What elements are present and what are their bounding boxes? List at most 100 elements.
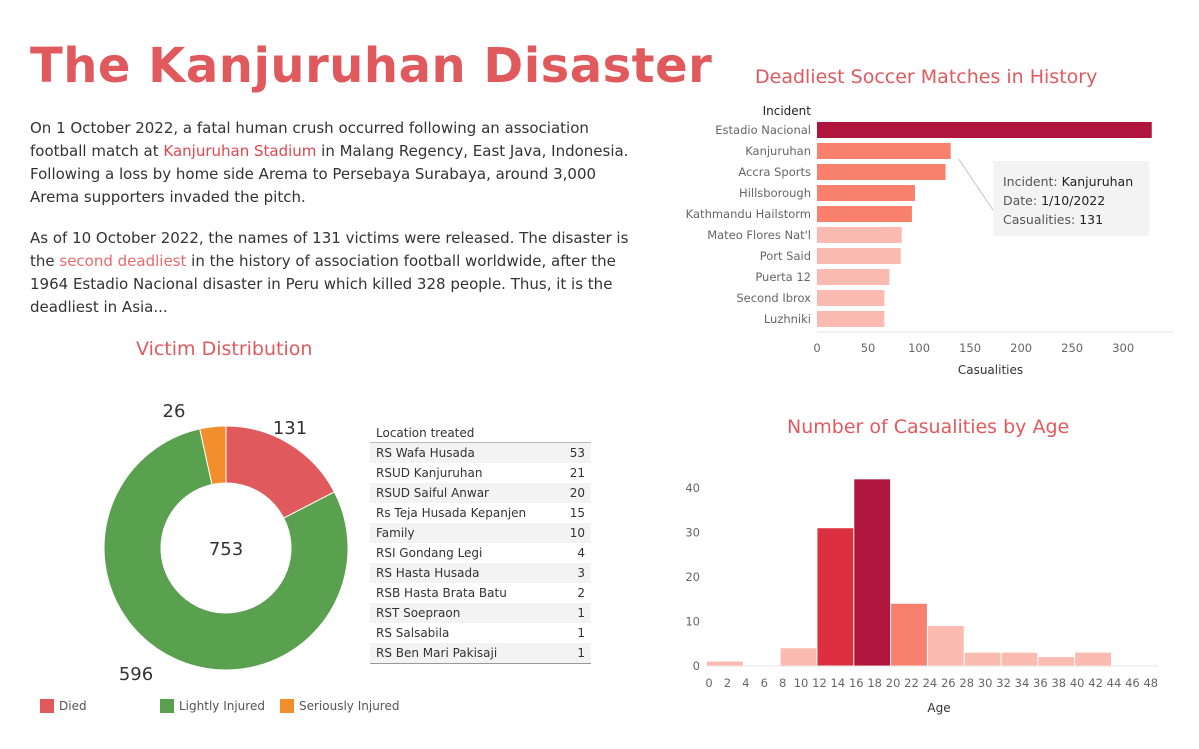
age-tick-label: 48 — [1143, 676, 1158, 690]
tooltip-incident-label: Incident: — [1003, 174, 1058, 189]
incident-bar[interactable] — [817, 311, 885, 327]
age-tick-label: 24 — [923, 676, 938, 690]
donut-slice-seriously-injured[interactable] — [199, 425, 227, 486]
incident-bar[interactable] — [817, 143, 951, 159]
age-bin-bar[interactable] — [891, 603, 927, 666]
table-row[interactable]: RSB Hasta Brata Batu 2 — [370, 583, 591, 603]
incident-bar[interactable] — [817, 290, 885, 306]
age-tick-label: 26 — [941, 676, 956, 690]
table-row[interactable]: RS Salsabila 1 — [370, 623, 591, 643]
location-name: RSUD Saiful Anwar — [376, 486, 489, 500]
y-tick-label: 20 — [685, 570, 700, 584]
location-count: 15 — [569, 506, 585, 520]
x-tick-label: 0 — [813, 341, 820, 355]
intro-text-start: On 1 October 2022, a fatal human crush o… — [30, 119, 589, 160]
deadliest-matches-title: Deadliest Soccer Matches in History — [755, 66, 1098, 88]
location-name: RSUD Kanjuruhan — [376, 466, 483, 480]
age-tick-label: 2 — [724, 676, 731, 690]
age-bin-bar[interactable] — [817, 528, 854, 666]
tooltip-date-label: Date: — [1003, 193, 1038, 208]
legend-label: Seriously Injured — [299, 699, 400, 713]
table-row[interactable]: Family 10 — [370, 523, 591, 543]
tooltip-incident-value: Kanjuruhan — [1061, 174, 1134, 189]
incident-bar[interactable] — [817, 164, 946, 180]
age-bin-bar[interactable] — [964, 652, 1001, 666]
incident-bar[interactable] — [817, 185, 915, 201]
table-row[interactable]: RS Hasta Husada 3 — [370, 563, 591, 583]
location-name: RS Hasta Husada — [376, 566, 480, 580]
age-bin-bar[interactable] — [780, 648, 817, 666]
table-row[interactable]: Rs Teja Husada Kepanjen 15 — [370, 503, 591, 523]
age-tick-label: 28 — [959, 676, 974, 690]
table-row[interactable]: RS Ben Mari Pakisaji 1 — [370, 643, 591, 663]
incident-bar[interactable] — [817, 206, 912, 222]
x-tick-label: 100 — [908, 341, 930, 355]
age-bin-bar[interactable] — [1038, 657, 1075, 666]
incident-bar[interactable] — [817, 248, 901, 264]
tooltip-casualities: Casualities: 131 — [1003, 210, 1139, 229]
table-row[interactable]: RST Soepraon 1 — [370, 603, 591, 623]
victim-distribution-donut: 131 596 26 753 — [103, 401, 349, 685]
legend-item-lightly-injured[interactable]: Lightly Injured — [160, 699, 265, 713]
incident-label: Hillsborough — [739, 186, 811, 200]
x-tick-label: 200 — [1010, 341, 1032, 355]
location-name: RS Salsabila — [376, 626, 450, 640]
tooltip-pointer — [958, 158, 994, 211]
y-tick-label: 10 — [685, 615, 700, 629]
table-row[interactable]: RSUD Kanjuruhan 21 — [370, 463, 591, 483]
incident-label: Second Ibrox — [736, 291, 811, 305]
location-name: RST Soepraon — [376, 606, 461, 620]
legend-item-seriously-injured[interactable]: Seriously Injured — [280, 699, 399, 713]
legend-swatch — [280, 699, 294, 713]
age-bin-bar[interactable] — [1001, 652, 1038, 666]
victim-distribution-title: Victim Distribution — [136, 338, 313, 360]
age-tick-label: 6 — [761, 676, 768, 690]
location-count: 53 — [569, 446, 585, 460]
donut-total-label: 753 — [209, 539, 243, 560]
incident-label: Kanjuruhan — [745, 144, 811, 158]
table-row[interactable]: RS Wafa Husada 53 — [370, 443, 591, 463]
age-tick-label: 16 — [849, 676, 864, 690]
location-count: 20 — [569, 486, 585, 500]
location-name: RS Ben Mari Pakisaji — [376, 646, 498, 660]
age-tick-label: 32 — [996, 676, 1011, 690]
incident-label: Port Said — [760, 249, 811, 263]
table-row[interactable]: RSUD Saiful Anwar 20 — [370, 483, 591, 503]
incident-label: Mateo Flores Nat'l — [707, 228, 811, 242]
age-bin-bar[interactable] — [854, 479, 891, 666]
incident-bar[interactable] — [817, 227, 902, 243]
age-bin-bar[interactable] — [707, 661, 743, 666]
kanjuruhan-stadium-link[interactable]: Kanjuruhan Stadium — [163, 142, 317, 160]
tooltip-incident: Incident: Kanjuruhan — [1003, 172, 1139, 191]
location-name: RSI Gondang Legi — [376, 546, 483, 560]
second-deadliest-link[interactable]: second deadliest — [59, 252, 187, 270]
intro-text-end: in Malang Regency, East Java, Indonesia.… — [30, 142, 629, 206]
tooltip-date-value: 1/10/2022 — [1041, 193, 1106, 208]
casualities-by-age-title: Number of Casualities by Age — [787, 416, 1070, 438]
location-count: 4 — [577, 546, 585, 560]
age-tick-label: 38 — [1051, 676, 1066, 690]
deadliest-matches-chart: Incident Estadio Nacional Kanjuruhan Accra … — [686, 104, 1174, 377]
location-count: 1 — [577, 626, 585, 640]
incident-bar[interactable] — [817, 269, 890, 285]
location-treated-table: Location treated RS Wafa Husada 53 RSUD Ka… — [370, 423, 591, 664]
age-bin-bar[interactable] — [927, 626, 964, 666]
legend-item-died[interactable]: Died — [40, 699, 87, 713]
age-bin-bar[interactable] — [1075, 652, 1111, 666]
donut-value-label: 26 — [163, 401, 186, 422]
incident-bar[interactable] — [817, 122, 1152, 138]
donut-slice-lightly-injured[interactable] — [103, 428, 349, 671]
victims-text-end: in the history of association football w… — [30, 252, 616, 316]
table-row[interactable]: RSI Gondang Legi 4 — [370, 543, 591, 563]
location-count: 21 — [569, 466, 585, 480]
intro-paragraph: On 1 October 2022, a fatal human crush o… — [30, 117, 630, 209]
x-tick-label: 50 — [861, 341, 876, 355]
victims-text-start: As of 10 October 2022, the names of 131 … — [30, 229, 629, 270]
page-title: The Kanjuruhan Disaster — [30, 38, 713, 94]
legend-swatch — [40, 699, 54, 713]
donut-value-label: 131 — [273, 418, 307, 439]
donut-value-label: 596 — [119, 664, 153, 685]
x-tick-label: 150 — [959, 341, 981, 355]
legend-label: Lightly Injured — [179, 699, 265, 713]
age-tick-label: 22 — [904, 676, 919, 690]
